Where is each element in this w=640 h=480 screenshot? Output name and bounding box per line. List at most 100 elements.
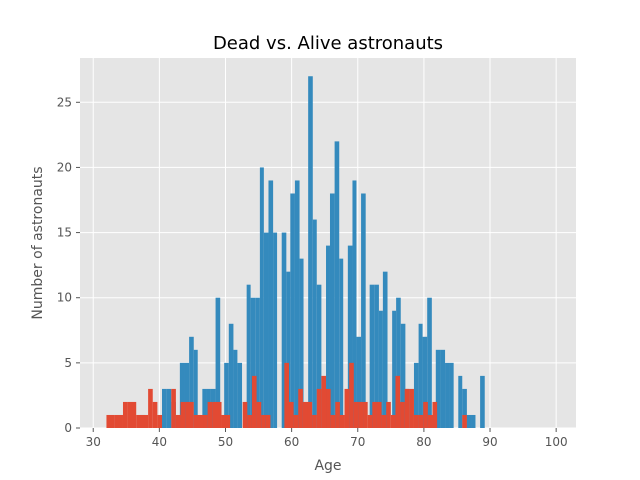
histogram-bar [466,414,472,428]
histogram-bar [413,414,419,428]
histogram-bar [268,180,274,428]
histogram-bar [193,349,198,428]
histogram-bar [215,297,221,428]
histogram-bar [381,414,387,428]
histogram-bar [202,388,207,428]
histogram-bar [409,388,414,428]
histogram-bar [148,388,153,428]
y-tick-label: 25 [57,95,72,109]
x-tick-label: 30 [86,435,101,449]
histogram-bar [299,258,304,428]
histogram-bar [284,362,289,428]
histogram-bar [462,414,467,428]
histogram-bar [361,193,366,428]
x-tick-label: 80 [416,435,431,449]
x-tick-label: 50 [218,435,233,449]
y-tick-label: 10 [57,291,72,305]
histogram-bar [445,362,450,428]
histogram-bar [312,414,317,428]
histogram-bar [339,258,344,428]
histogram-bar [413,362,419,428]
histogram-bar [432,401,438,428]
histogram-bar [326,388,331,428]
histogram-bar [335,401,340,428]
histogram-bar [347,245,353,428]
histogram-bar [435,349,441,428]
histogram-bar [440,349,446,428]
x-tick-label: 100 [545,435,568,449]
histogram-bar [212,401,222,428]
histogram-bar [162,388,167,428]
histogram-bar [184,362,190,428]
histogram-bar [166,388,172,428]
histogram-bar [221,414,226,428]
histogram-bar [114,414,123,428]
histogram-bar [404,388,410,428]
histogram-bar [423,401,428,428]
histogram-bar [395,375,401,428]
y-tick-label: 5 [64,356,72,370]
histogram-bar [427,297,432,428]
histogram-bar [326,245,330,428]
histogram-bar [378,310,383,428]
x-tick-label: 90 [482,435,497,449]
histogram-bar [392,310,397,428]
histogram-bar [242,401,248,428]
histogram-bar [237,362,243,428]
histogram-bar [255,297,260,428]
histogram-bar [344,388,350,428]
histogram-bar [179,362,185,428]
histogram-bar [152,401,158,428]
histogram-bar [250,297,256,428]
histogram-bar [286,271,291,428]
histogram-bar [356,336,362,428]
histogram-bar [207,401,213,428]
histogram-bar [449,362,454,428]
histogram-bar [256,401,262,428]
histogram-bar [400,323,406,428]
histogram-bar [316,284,322,428]
histogram-bar [400,401,405,428]
histogram-bar [386,401,391,428]
histogram-bar [185,401,194,428]
histogram-bar [273,232,278,428]
histogram-bar [316,388,322,428]
histogram-bar [302,401,308,428]
histogram-bar [189,336,194,428]
histogram-bar [329,193,335,428]
histogram-bar [367,414,373,428]
histogram-bar [382,271,388,428]
histogram-bar [374,284,379,428]
histogram-bar [349,362,354,428]
histogram-bar [312,219,317,428]
histogram-bar [321,375,327,428]
x-axis-ticks: 30 40 50 60 70 80 90 100 [86,428,568,449]
y-tick-label: 0 [64,421,72,435]
histogram-bar [334,141,340,428]
x-axis-label: Age [314,458,341,474]
y-tick-label: 15 [57,226,72,240]
chart-title: Dead vs. Alive astronauts [213,33,443,54]
histogram-bar [180,401,186,428]
histogram-bar [228,323,234,428]
histogram-bar [339,414,345,428]
histogram-bar [247,414,252,428]
histogram-bar [122,401,128,428]
y-axis-label: Number of astronauts [30,166,46,319]
histogram-bar [363,401,368,428]
histogram-bar [462,388,467,428]
histogram-bar [358,401,364,428]
histogram-bar [390,414,396,428]
histogram-bar [175,414,181,428]
histogram-bar [288,401,294,428]
histogram-bar [251,375,257,428]
histogram-bar [246,284,251,428]
histogram-bar [418,323,423,428]
histogram-bar [298,388,303,428]
x-tick-label: 70 [350,435,365,449]
histogram-bar [396,297,401,428]
histogram-bar [203,414,208,428]
x-tick-label: 60 [284,435,299,449]
histogram-bar [224,362,229,428]
